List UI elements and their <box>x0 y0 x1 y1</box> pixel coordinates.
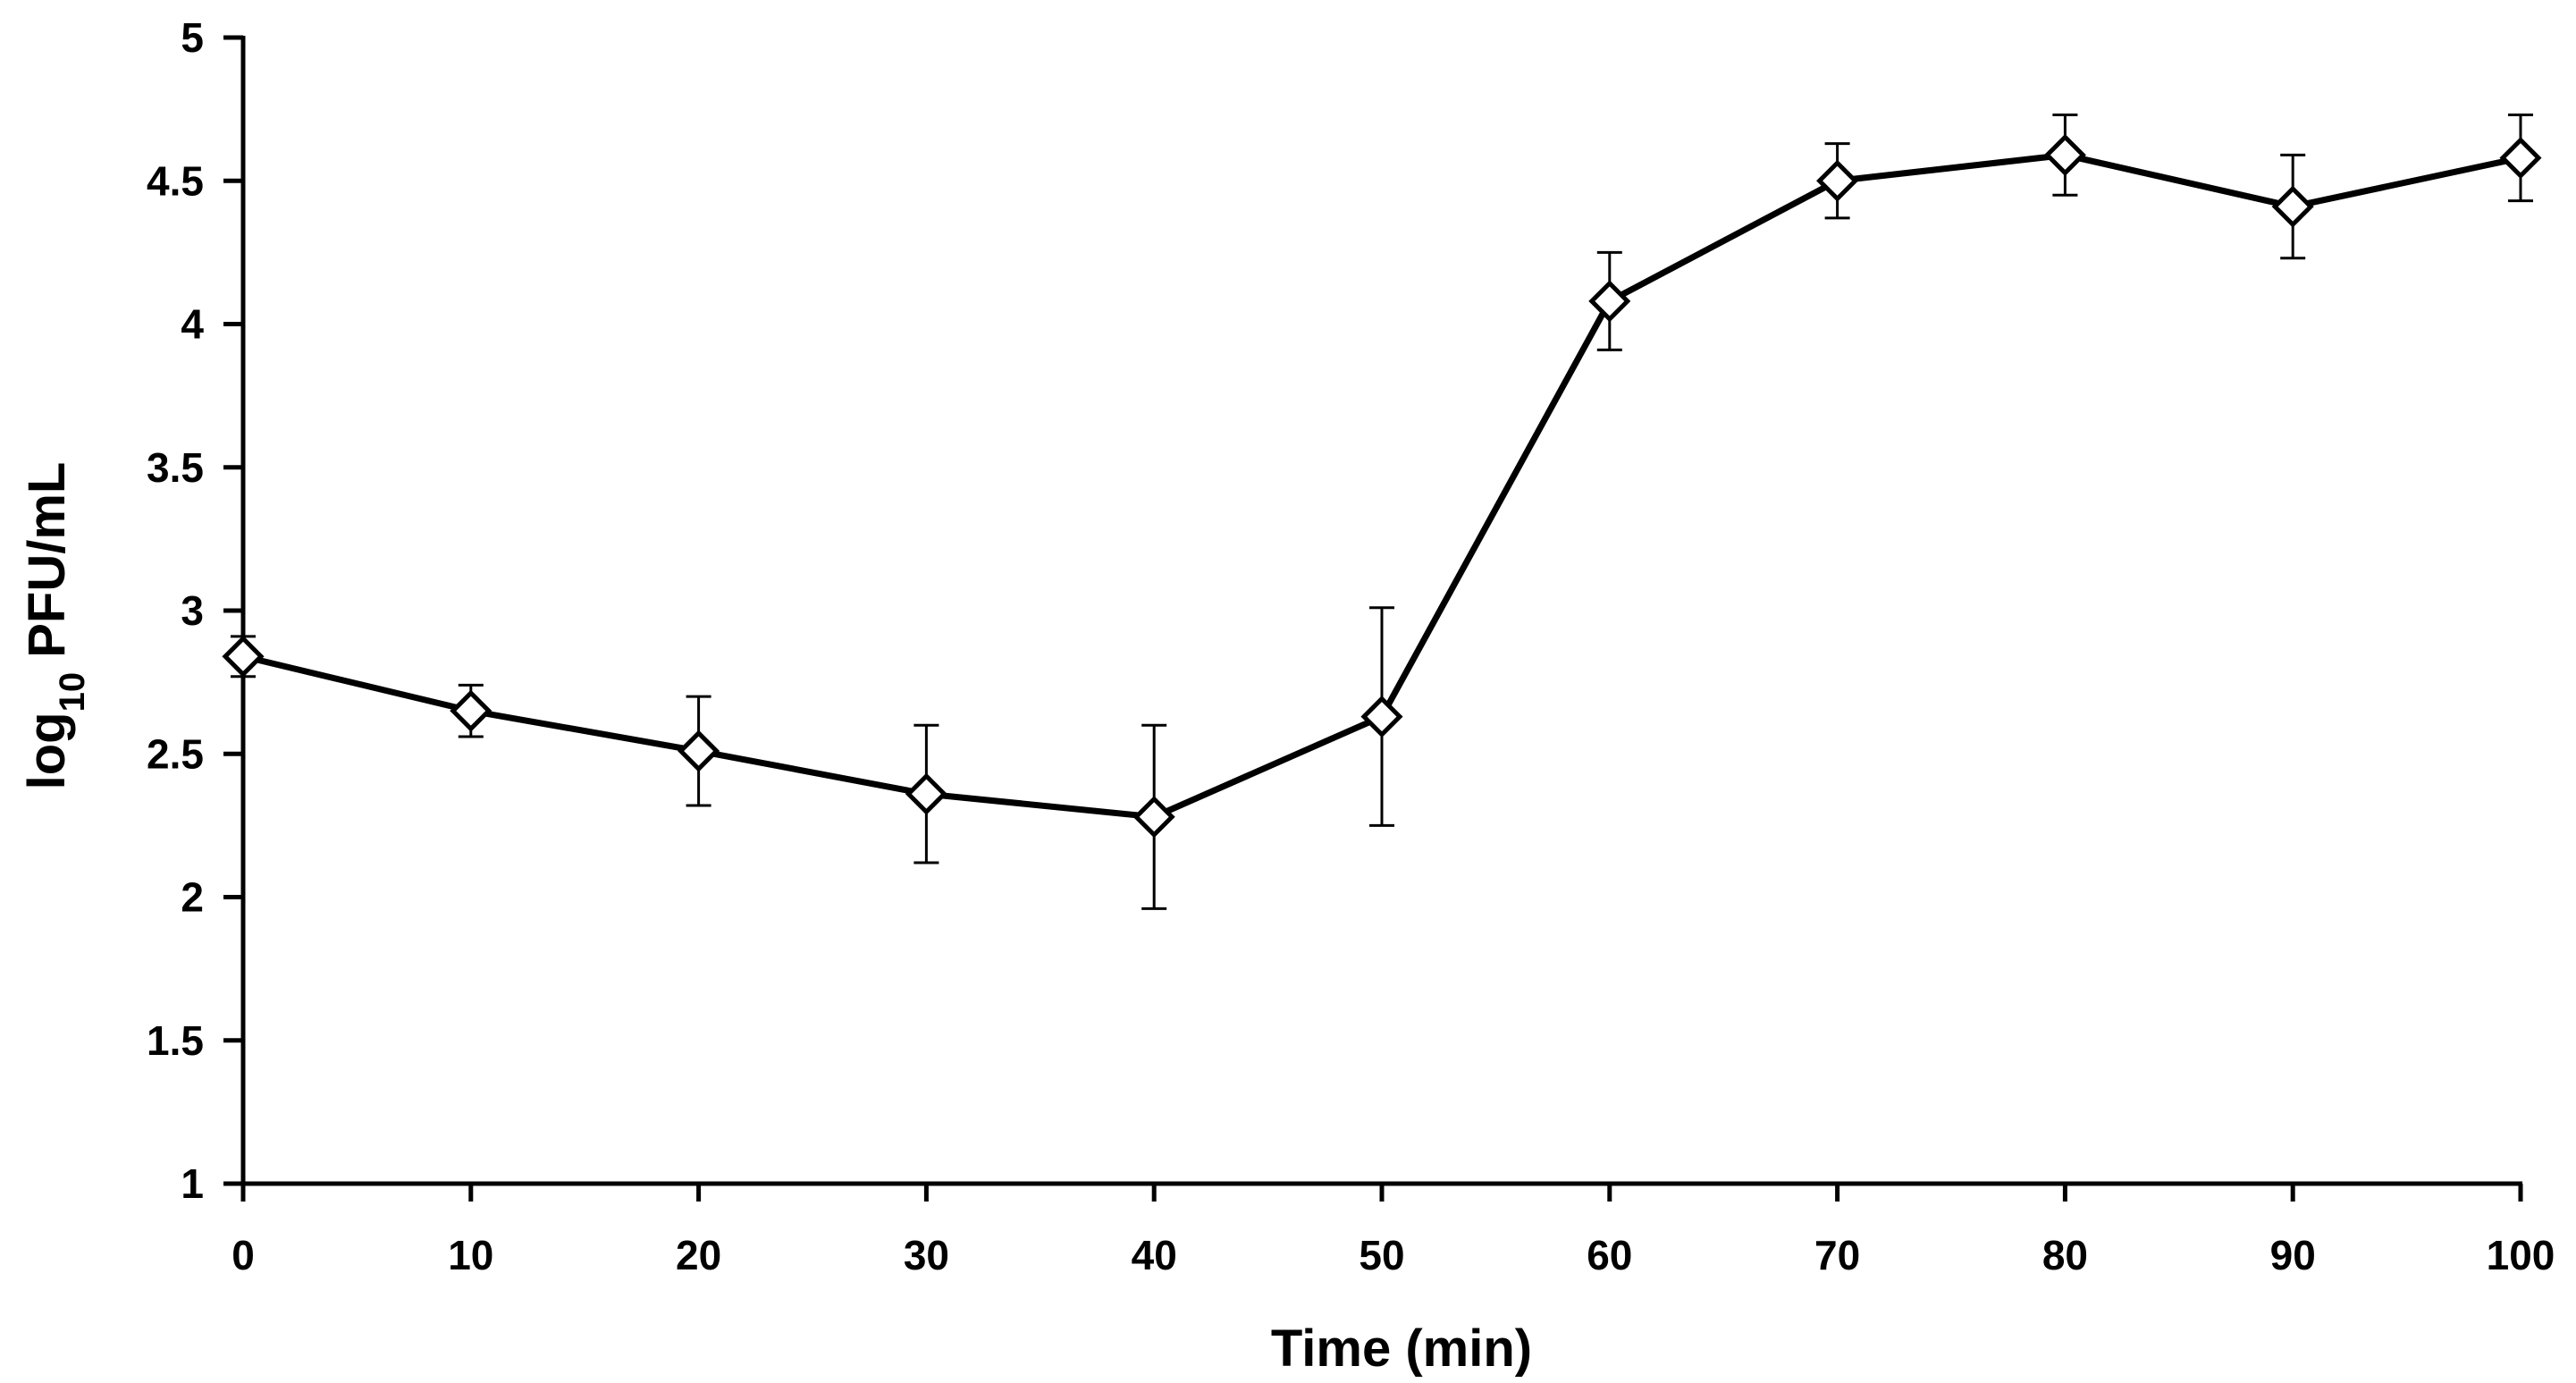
data-point-marker <box>905 772 947 815</box>
x-tick-label: 60 <box>1587 1232 1632 1278</box>
y-tick-label: 1 <box>181 1160 204 1207</box>
y-tick-label: 2 <box>181 874 204 921</box>
x-tick-label: 30 <box>904 1232 949 1278</box>
data-point-marker <box>2043 133 2086 176</box>
y-tick-label: 2.5 <box>147 730 204 777</box>
data-point-marker <box>1132 796 1175 839</box>
data-point-marker <box>1816 159 1859 202</box>
x-tick-label: 100 <box>2487 1232 2555 1278</box>
x-tick-label: 70 <box>1814 1232 1860 1278</box>
y-axis-title-suffix: PFU/mL <box>18 462 76 672</box>
y-axis-ticks: 1 1.5 2 2.5 3 3.5 4 4.5 5 <box>147 14 243 1207</box>
x-tick-label: 40 <box>1132 1232 1177 1278</box>
data-point-marker <box>222 635 265 678</box>
x-tick-label: 20 <box>676 1232 721 1278</box>
x-tick-label: 10 <box>448 1232 493 1278</box>
x-axis-ticks: 0 10 20 30 40 50 60 70 80 90 100 <box>232 1184 2555 1278</box>
data-point-marker <box>450 689 492 732</box>
y-axis-title-subscript: 10 <box>53 672 92 713</box>
x-tick-label: 80 <box>2042 1232 2088 1278</box>
data-point-marker <box>1588 280 1631 323</box>
y-tick-label: 4.5 <box>147 157 204 204</box>
error-bars <box>231 114 2533 910</box>
y-tick-label: 3.5 <box>147 444 204 491</box>
data-point-marker <box>2271 185 2314 228</box>
y-tick-label: 4 <box>181 301 204 348</box>
y-axis-title-prefix: log <box>18 712 76 789</box>
data-markers <box>222 133 2542 839</box>
x-axis-title: Time (min) <box>1271 1320 1532 1378</box>
y-tick-label: 1.5 <box>147 1017 204 1064</box>
y-tick-label: 5 <box>181 14 204 61</box>
y-axis-title: log10 PFU/mL <box>18 462 92 790</box>
data-point-marker <box>678 729 720 772</box>
data-point-marker <box>2499 137 2542 180</box>
x-tick-label: 90 <box>2270 1232 2316 1278</box>
x-tick-label: 0 <box>232 1232 255 1278</box>
x-tick-label: 50 <box>1359 1232 1404 1278</box>
y-tick-label: 3 <box>181 587 204 634</box>
data-point-marker <box>1360 696 1403 738</box>
